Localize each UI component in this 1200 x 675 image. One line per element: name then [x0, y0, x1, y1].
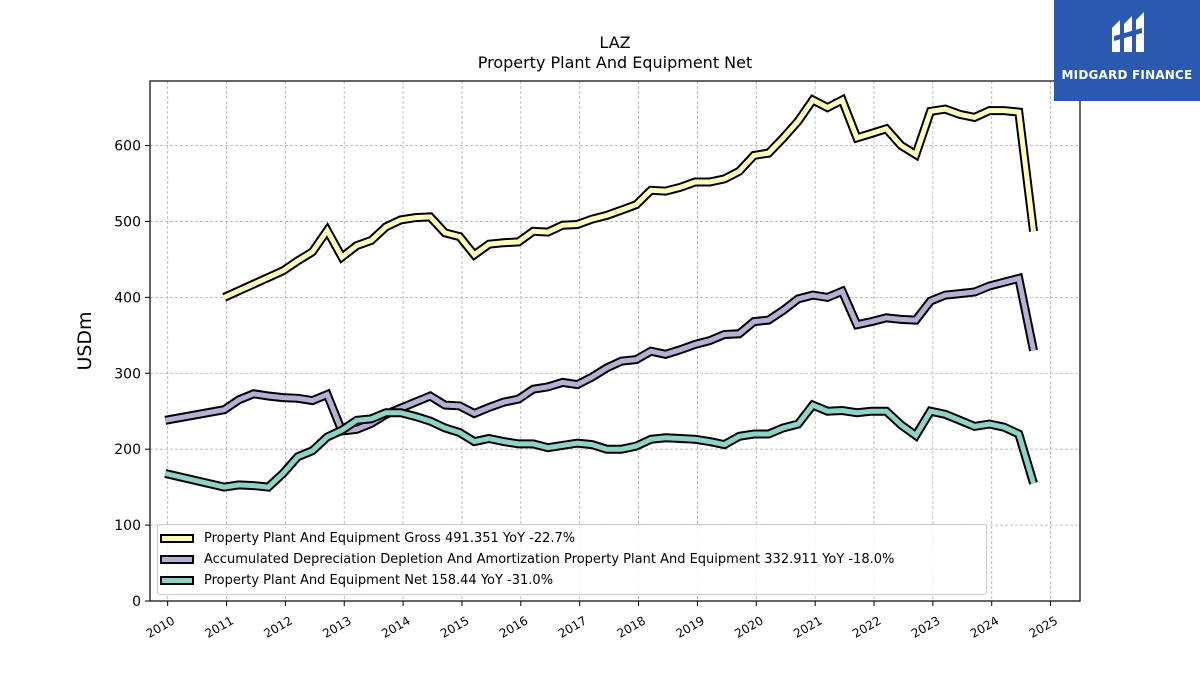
series-outline-accumulated-depreciation — [164, 272, 1038, 436]
legend-swatch-accumulated-depreciation — [160, 554, 194, 564]
x-tick-label: 2022 — [850, 613, 883, 640]
x-tick-label: 2016 — [497, 613, 530, 640]
logo-text: MIDGARD FINANCE — [1061, 68, 1193, 82]
legend-item-net: Property Plant And Equipment Net 158.44 … — [160, 570, 553, 590]
chart-subtitle: Property Plant And Equipment Net — [478, 53, 753, 72]
x-tick-label: 2011 — [203, 613, 236, 640]
grid — [150, 81, 1080, 602]
x-tick-label: 2010 — [144, 613, 177, 640]
series-outline-gross — [222, 93, 1038, 302]
series-lines — [164, 93, 1038, 492]
legend-item-accumulated-depreciation: Accumulated Depreciation Depletion And A… — [160, 549, 894, 569]
y-tick-label: 200 — [114, 442, 141, 458]
y-tick-label: 500 — [114, 214, 141, 230]
legend-label-gross: Property Plant And Equipment Gross 491.3… — [204, 530, 576, 546]
y-tick-label: 300 — [114, 366, 141, 382]
x-tick-label: 2015 — [438, 613, 471, 640]
legend-item-gross: Property Plant And Equipment Gross 491.3… — [160, 528, 575, 548]
series-line-net — [164, 402, 1036, 490]
legend-swatch-net — [160, 575, 194, 585]
logo-mark-icon — [1112, 12, 1144, 52]
legend-label-accumulated-depreciation: Accumulated Depreciation Depletion And A… — [204, 551, 895, 567]
midgard-finance-logo: MIDGARD FINANCE — [1054, 0, 1200, 101]
x-tick-label: 2021 — [791, 613, 824, 640]
series-line-gross — [223, 96, 1036, 300]
x-tick-label: 2023 — [909, 613, 942, 640]
plot-frame — [149, 80, 1081, 602]
y-tick-label: 0 — [132, 594, 141, 610]
x-tick-label: 2020 — [732, 613, 765, 640]
x-tick-label: 2019 — [673, 613, 706, 640]
chart-title: LAZ — [599, 33, 630, 52]
x-tick-label: 2013 — [320, 613, 353, 640]
y-tick-label: 400 — [114, 290, 141, 306]
x-tick-label: 2018 — [615, 613, 648, 640]
x-tick-label: 2025 — [1027, 613, 1060, 640]
x-tick-label: 2014 — [379, 613, 412, 640]
x-tick-label: 2024 — [968, 613, 1001, 640]
y-tick-label: 100 — [114, 518, 141, 534]
legend-label-net: Property Plant And Equipment Net 158.44 … — [204, 572, 554, 588]
y-tick-label: 600 — [114, 139, 141, 155]
y-axis-label: USDm — [74, 311, 96, 370]
x-tick-label: 2012 — [261, 613, 294, 640]
chart-legend: Property Plant And Equipment Gross 491.3… — [157, 524, 987, 595]
series-line-accumulated-depreciation — [164, 275, 1036, 434]
x-tick-label: 2017 — [556, 613, 589, 640]
legend-swatch-gross — [160, 533, 194, 543]
